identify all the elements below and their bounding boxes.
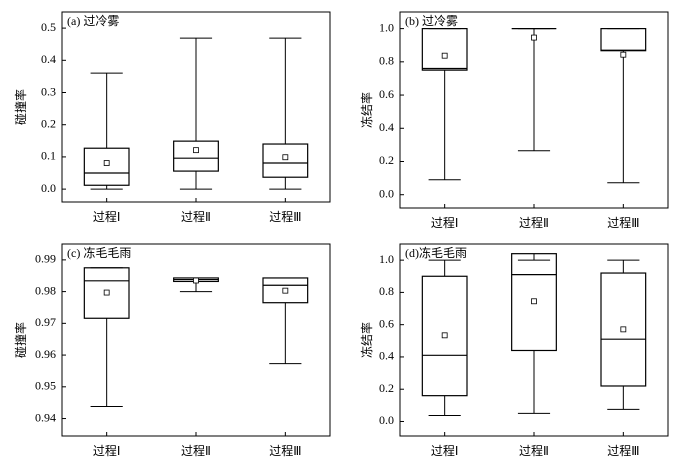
y-tick-label: 0.0 [379, 413, 394, 427]
x-tick-label: 过程Ⅱ [181, 443, 211, 458]
mean-marker [193, 147, 199, 154]
y-tick-label: 0.99 [35, 252, 56, 266]
y-axis-label: 冻结率 [359, 322, 374, 358]
x-tick-label: 过程Ⅱ [181, 209, 211, 224]
mean-marker [282, 287, 289, 294]
x-tick-label: 过程Ⅱ [519, 443, 549, 458]
y-tick-label: 0.6 [379, 87, 394, 101]
y-tick-label: 1.0 [379, 252, 394, 266]
y-tick-label: 0.0 [379, 186, 394, 200]
y-tick-label: 0.94 [35, 410, 56, 424]
box [262, 277, 309, 304]
box [421, 28, 468, 71]
box [600, 272, 647, 387]
y-tick-label: 0.96 [35, 347, 56, 361]
x-tick-label: 过程Ⅲ [607, 443, 639, 458]
plot-frame [61, 243, 331, 437]
y-tick-label: 0.2 [41, 116, 56, 130]
box [511, 253, 557, 352]
y-tick-label: 0.3 [41, 84, 56, 98]
y-axis-label: 碰撞率 [13, 89, 28, 125]
x-tick-label: 过程Ⅲ [269, 209, 301, 224]
y-tick-label: 0.97 [35, 315, 56, 329]
x-tick-label: 过程Ⅰ [93, 443, 121, 458]
y-tick-label: 0.8 [379, 284, 394, 298]
x-tick-label: 过程Ⅲ [269, 443, 301, 458]
mean-marker [103, 160, 110, 166]
x-tick-label: 过程Ⅰ [431, 215, 459, 230]
y-tick-label: 0.1 [41, 149, 56, 163]
y-tick-label: 0.4 [379, 349, 394, 363]
y-tick-label: 0.4 [379, 120, 394, 134]
box [83, 147, 130, 186]
y-tick-label: 0.5 [41, 20, 56, 34]
y-tick-label: 0.2 [379, 381, 394, 395]
mean-marker [103, 289, 110, 296]
y-tick-label: 0.0 [41, 181, 56, 195]
box [421, 275, 468, 397]
y-tick-label: 0.2 [379, 153, 394, 167]
x-tick-label: 过程Ⅲ [607, 215, 639, 230]
panel-title: (c) 冻毛毛雨 [67, 245, 131, 260]
y-tick-label: 0.98 [35, 283, 56, 297]
y-axis-label: 碰撞率 [13, 322, 28, 358]
mean-marker [531, 298, 537, 305]
panel-title: (b) 过冷雾 [405, 14, 458, 28]
mean-marker [620, 326, 627, 333]
y-tick-label: 0.8 [379, 54, 394, 68]
mean-marker [441, 52, 448, 59]
box [262, 143, 309, 178]
x-tick-label: 过程Ⅰ [431, 443, 459, 458]
mean-marker [193, 277, 199, 284]
mean-marker [282, 154, 289, 161]
mean-marker [531, 34, 537, 41]
x-tick-label: 过程Ⅰ [93, 209, 121, 224]
y-axis-label: 冻结率 [359, 92, 374, 128]
mean-marker [441, 332, 448, 339]
panel-title: (d)冻毛毛雨 [405, 245, 467, 260]
panel-title: (a) 过冷雾 [67, 14, 119, 28]
y-tick-label: 0.95 [35, 379, 56, 393]
mean-marker [620, 51, 627, 58]
y-tick-label: 1.0 [379, 20, 394, 34]
y-tick-label: 0.6 [379, 316, 394, 330]
box [173, 140, 219, 172]
x-tick-label: 过程Ⅱ [519, 215, 549, 230]
box [83, 267, 130, 319]
box [600, 28, 647, 52]
y-tick-label: 0.4 [41, 52, 56, 66]
